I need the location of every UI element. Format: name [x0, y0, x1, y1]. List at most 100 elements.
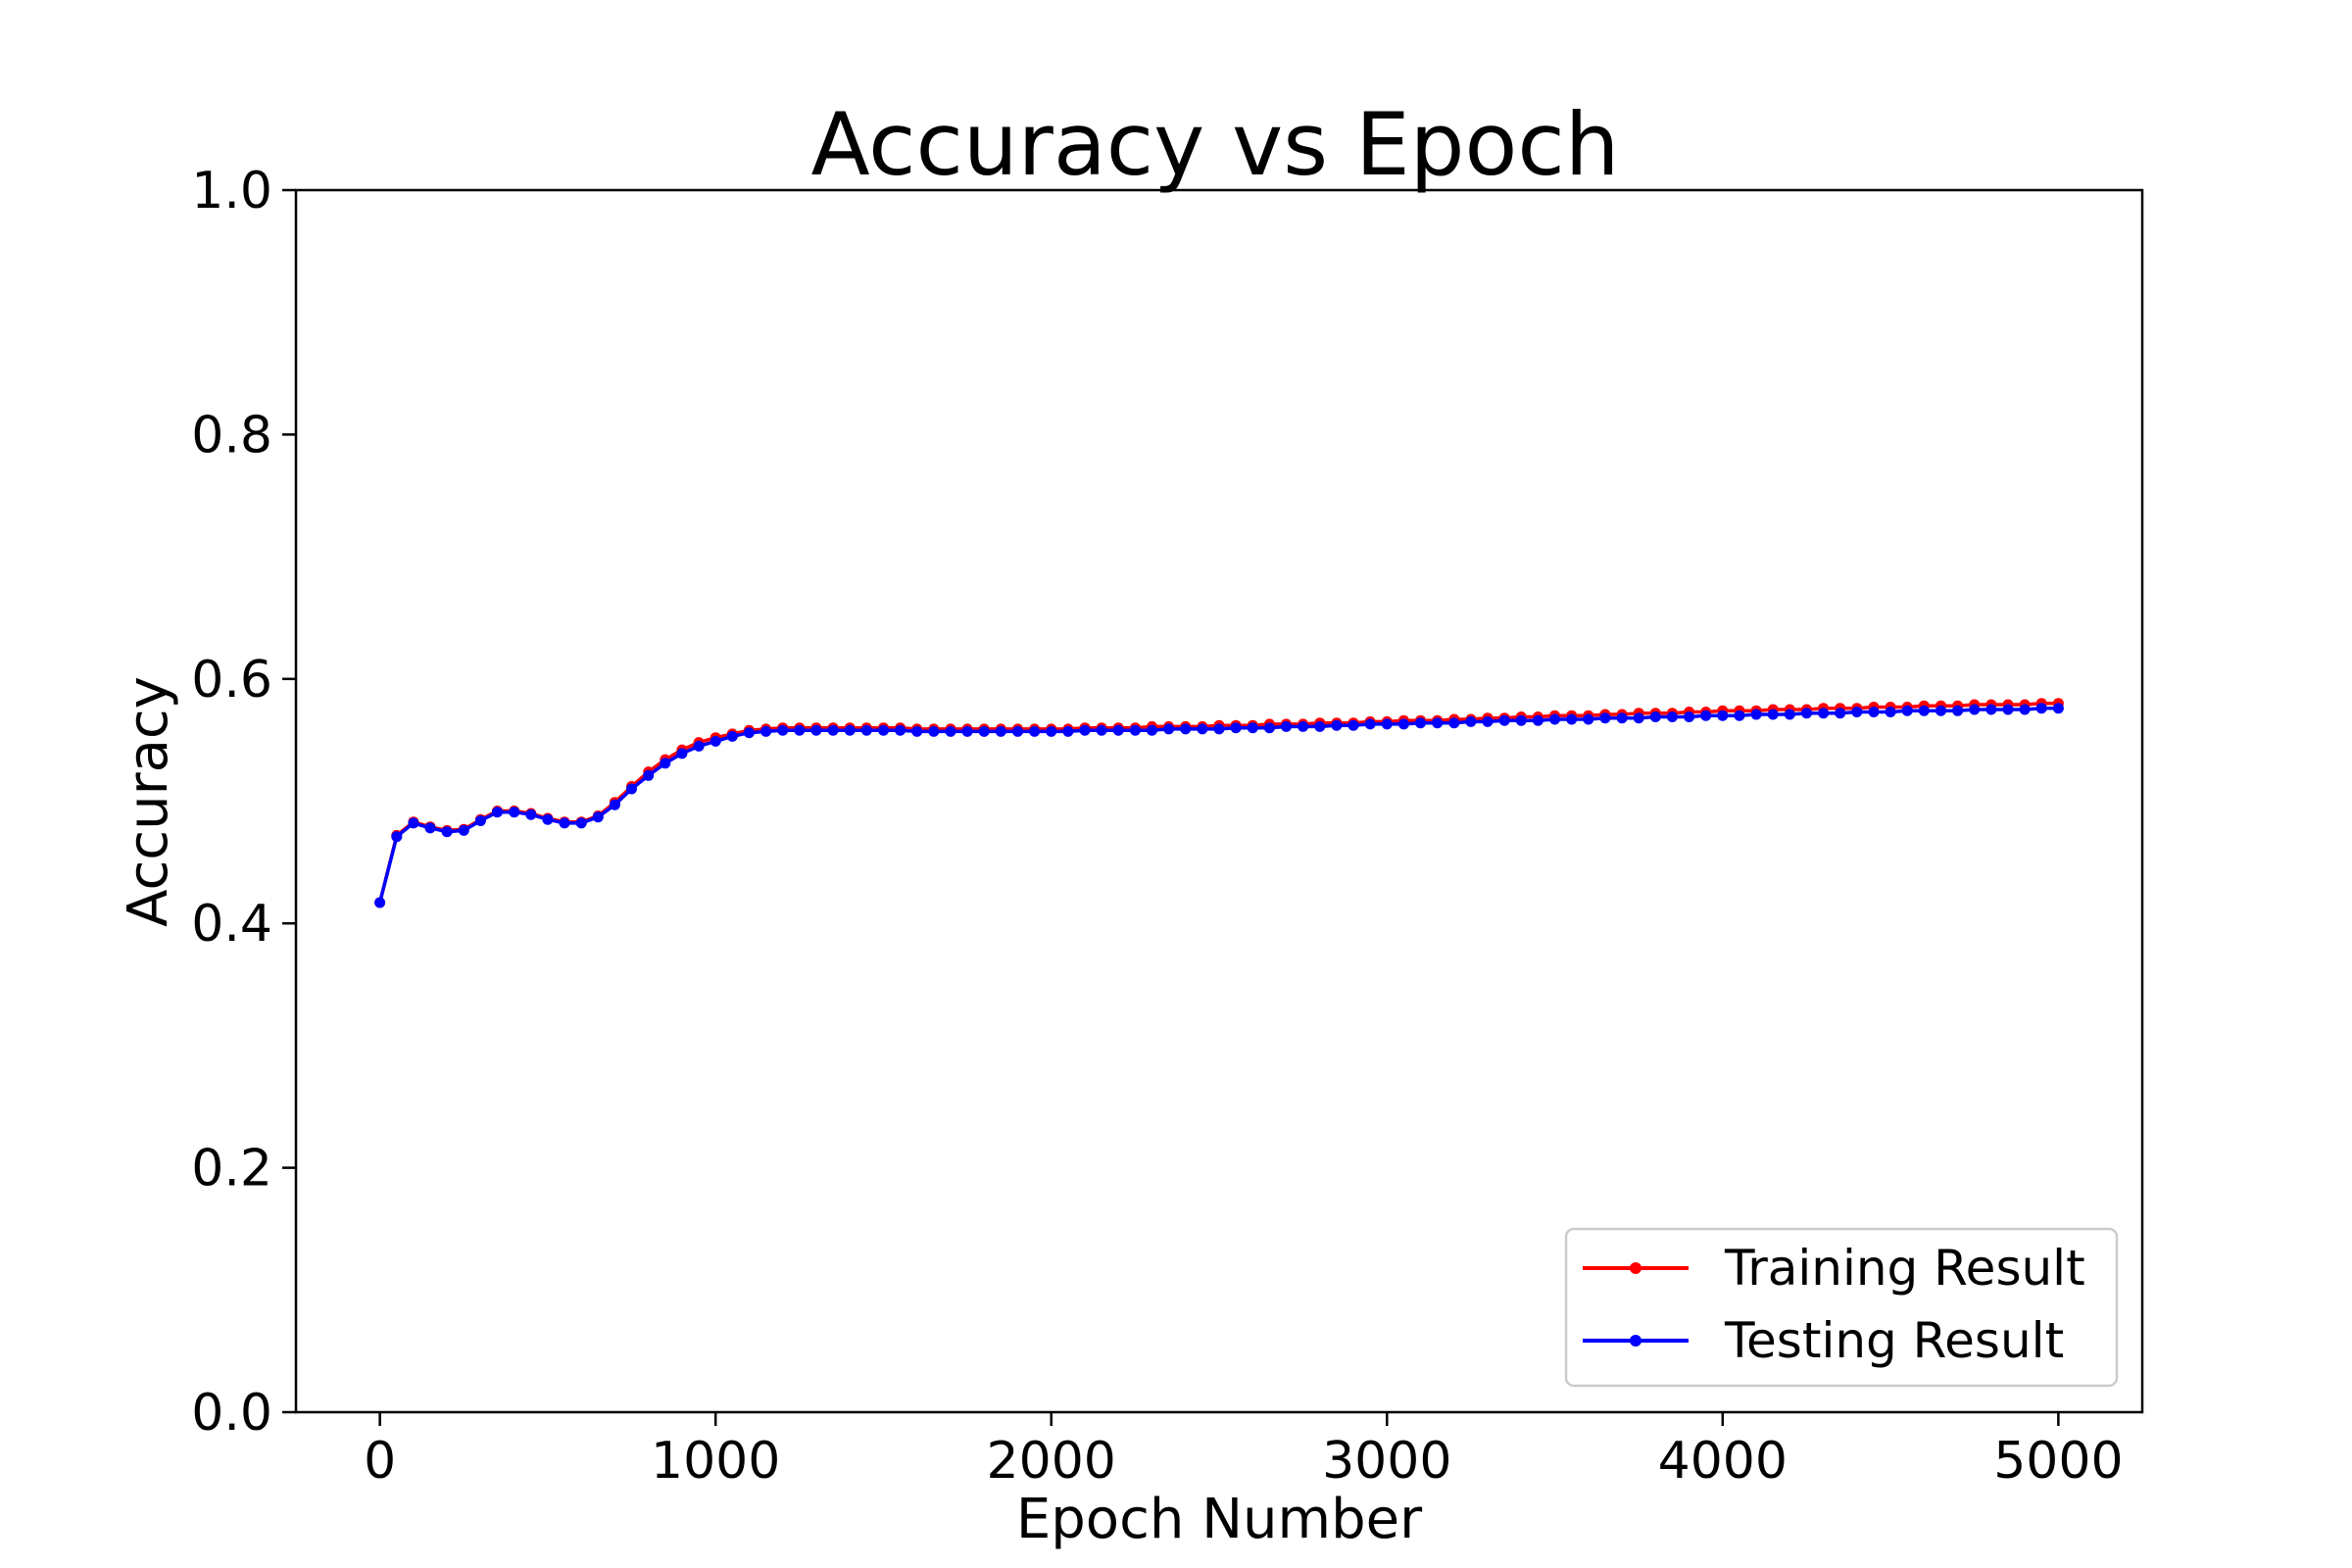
x-tick-label: 3000: [1322, 1432, 1451, 1491]
data-point: [1767, 709, 1779, 720]
data-point: [1314, 720, 1326, 732]
data-point: [895, 724, 906, 736]
data-point: [1936, 705, 1946, 716]
data-point: [1263, 722, 1275, 734]
data-point: [609, 799, 620, 810]
data-point: [1348, 719, 1359, 731]
data-point: [1432, 717, 1444, 729]
legend-box: [1564, 1227, 2119, 1388]
data-point: [710, 735, 721, 747]
data-point: [760, 725, 772, 737]
data-point: [592, 811, 604, 823]
data-point: [810, 724, 822, 736]
data-point: [978, 725, 990, 737]
data-point: [1666, 711, 1678, 722]
data-point: [1952, 705, 1964, 716]
data-point: [542, 813, 554, 825]
data-point: [1281, 720, 1292, 732]
data-point: [1079, 724, 1091, 736]
legend-label-training: Training Result: [1724, 1240, 2085, 1297]
data-point: [961, 725, 973, 737]
data-point: [1147, 724, 1157, 736]
legend: Training Result Testing Result: [1564, 1227, 2119, 1388]
data-point: [827, 724, 839, 736]
series-testing-result: [374, 703, 2064, 908]
data-point: [1734, 710, 1745, 721]
data-point: [1868, 707, 1880, 717]
data-point: [559, 817, 570, 829]
data-point: [1331, 719, 1343, 731]
data-point: [441, 826, 453, 838]
data-point: [2035, 703, 2047, 714]
data-point: [1381, 718, 1393, 730]
data-point: [860, 724, 872, 736]
data-point: [1415, 717, 1426, 729]
series-layer: [374, 698, 2064, 908]
data-point: [1985, 704, 1997, 715]
data-point: [794, 724, 806, 736]
data-point: [525, 808, 537, 820]
data-point: [1700, 710, 1712, 721]
legend-label-testing: Testing Result: [1724, 1312, 2064, 1369]
data-point: [626, 783, 637, 795]
data-point: [1112, 724, 1124, 736]
y-tick-label: 0.8: [191, 406, 272, 465]
data-point: [1583, 713, 1594, 725]
data-point: [1448, 717, 1460, 729]
data-point: [1515, 714, 1527, 726]
data-point: [1498, 714, 1510, 726]
y-tick-label: 0.0: [191, 1384, 272, 1443]
data-point: [660, 758, 671, 769]
data-point: [1213, 723, 1225, 735]
plot-frame: [294, 188, 2144, 1414]
data-point: [743, 727, 755, 739]
data-point: [1062, 725, 1074, 737]
data-point: [2002, 704, 2014, 715]
x-tick-label: 4000: [1658, 1432, 1788, 1491]
data-point: [1029, 725, 1041, 737]
x-tick-label: 5000: [1993, 1432, 2123, 1491]
data-point: [1180, 723, 1192, 735]
data-point: [844, 724, 856, 736]
x-axis-label: Epoch Number: [1016, 1488, 1423, 1551]
data-point: [474, 815, 486, 826]
data-point: [1298, 720, 1309, 732]
data-point: [492, 807, 503, 818]
data-point: [1566, 713, 1578, 725]
data-point: [1649, 711, 1661, 722]
y-tick-label: 0.6: [191, 651, 272, 710]
data-point: [1046, 725, 1057, 737]
data-point: [1851, 707, 1863, 717]
data-point: [2019, 704, 2031, 715]
x-tick-label: 0: [364, 1432, 396, 1491]
data-point: [509, 807, 520, 818]
data-point: [374, 897, 386, 908]
data-point: [1482, 715, 1494, 727]
data-point: [878, 724, 889, 736]
chart-title: Accuracy vs Epoch: [810, 94, 1619, 195]
data-point: [1549, 713, 1560, 725]
data-point: [1684, 711, 1695, 722]
legend-marker-testing: [1630, 1335, 1642, 1347]
data-point: [643, 769, 655, 781]
data-point: [2052, 703, 2064, 714]
data-point: [1096, 724, 1107, 736]
x-tick-label: 2000: [987, 1432, 1116, 1491]
data-point: [1247, 722, 1258, 734]
data-point: [1465, 715, 1477, 727]
data-point: [1230, 722, 1242, 734]
data-point: [1532, 714, 1544, 726]
data-point: [1801, 708, 1812, 719]
y-tick-label: 1.0: [191, 162, 272, 220]
data-point: [1633, 712, 1644, 724]
data-point: [1969, 704, 1981, 715]
data-point: [1397, 718, 1409, 730]
data-point: [1835, 708, 1846, 719]
data-point: [693, 740, 705, 752]
data-point: [1364, 718, 1376, 730]
legend-marker-training: [1630, 1262, 1642, 1274]
y-tick-label: 0.2: [191, 1140, 272, 1199]
data-point: [1885, 707, 1896, 717]
data-point: [1901, 705, 1913, 716]
